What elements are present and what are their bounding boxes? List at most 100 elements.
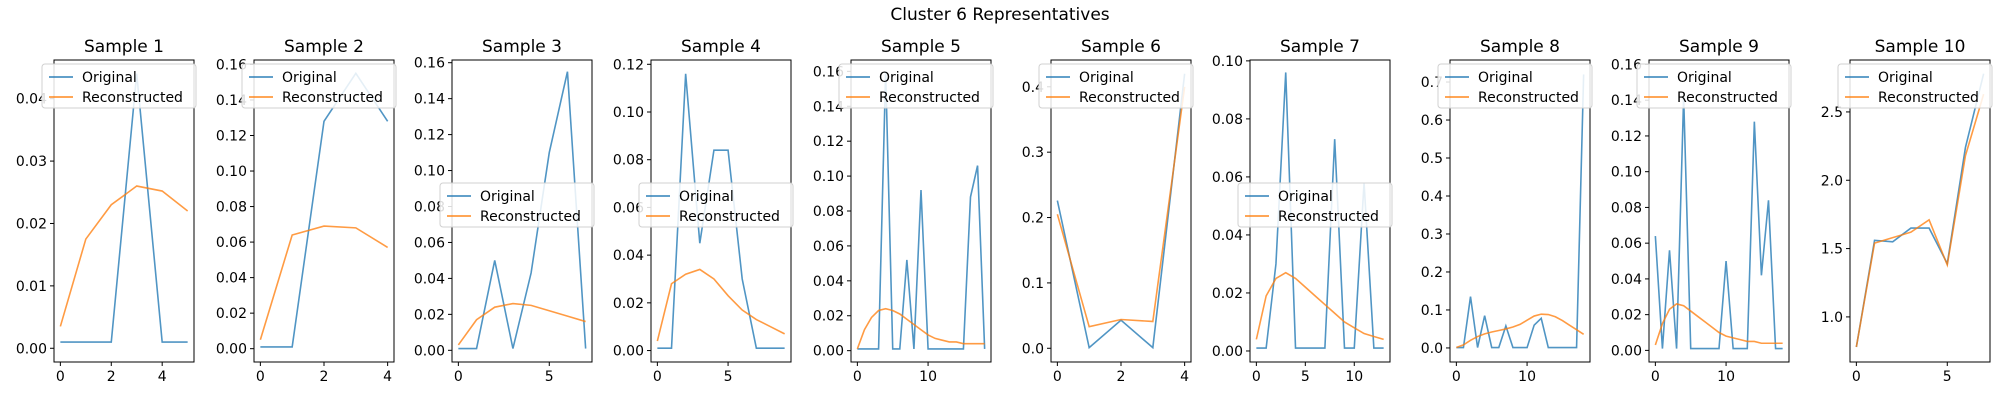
y-tick-label: 0.16: [216, 57, 247, 73]
y-tick-label: 0.04: [613, 248, 644, 264]
y-tick-label: 1.0: [1821, 310, 1843, 326]
y-tick-label: 0.02: [216, 306, 247, 322]
legend-label-original: Original: [1878, 70, 1933, 86]
subplot-title: Sample 3: [482, 37, 562, 57]
y-tick-label: 0.00: [414, 343, 445, 359]
y-tick-label: 0.2: [1421, 265, 1443, 281]
y-tick-label: 0.00: [613, 344, 644, 360]
legend-label-reconstructed: Reconstructed: [480, 209, 581, 225]
y-tick-label: 0.08: [613, 153, 644, 169]
x-tick-label: 0: [454, 369, 463, 385]
x-tick-label: 0: [256, 369, 265, 385]
y-tick-label: 0.00: [1212, 344, 1243, 360]
y-tick-label: 0.06: [613, 200, 644, 216]
y-tick-label: 0.02: [16, 216, 47, 232]
subplot-title: Sample 4: [681, 37, 761, 57]
subplot-grid: Sample 10 2 40.000.010.020.030.04OriginalR…: [16, 37, 1993, 385]
series-line-original: [1654, 96, 1783, 350]
y-tick-label: 0.06: [414, 235, 445, 251]
y-tick-label: 0.12: [813, 134, 844, 150]
legend: Original Reconstructed: [439, 182, 595, 228]
series-line-reconstructed: [457, 302, 586, 346]
y-tick-label: 0.5: [1421, 151, 1443, 167]
y-tick-label: 0.00: [16, 341, 47, 357]
legend: Original Reconstructed: [1636, 63, 1792, 109]
legend: Original Reconstructed: [1837, 63, 1993, 109]
legend-label-reconstructed: Reconstructed: [282, 90, 383, 106]
legend-label-original: Original: [480, 189, 535, 205]
series-line-reconstructed: [1456, 313, 1585, 349]
legend-label-original: Original: [282, 70, 337, 86]
axes-frame: [1849, 59, 1991, 363]
legend-label-reconstructed: Reconstructed: [1677, 90, 1778, 106]
y-tick-label: 0.06: [813, 239, 844, 255]
series-line-reconstructed: [259, 225, 389, 341]
y-tick-label: 0.02: [1212, 286, 1243, 302]
y-tick-label: 0.08: [813, 204, 844, 220]
series-line-reconstructed: [59, 185, 189, 327]
x-tick-label: 0: [653, 369, 662, 385]
y-tick-label: 0.00: [216, 342, 247, 358]
x-tick-label: 5: [1943, 369, 1952, 385]
legend-label-reconstructed: Reconstructed: [1478, 90, 1579, 106]
y-tick-label: 0.02: [1611, 308, 1642, 324]
legend-box: [241, 63, 397, 109]
legend-box: [1636, 63, 1792, 109]
y-tick-label: 0.3: [1421, 227, 1443, 243]
legend-label-reconstructed: Reconstructed: [82, 90, 183, 106]
y-tick-label: 0.1: [1022, 276, 1044, 292]
y-tick-label: 0.04: [1611, 272, 1642, 288]
y-tick-label: 0.01: [16, 279, 47, 295]
legend-label-reconstructed: Reconstructed: [879, 90, 980, 106]
legend-label-reconstructed: Reconstructed: [1079, 90, 1180, 106]
y-tick-label: 0.4: [1421, 189, 1443, 205]
legend-box: [41, 63, 197, 109]
y-tick-label: 2.0: [1821, 173, 1843, 189]
x-tick-label: 0: [56, 369, 65, 385]
legend-label-original: Original: [1677, 70, 1732, 86]
subplot-title: Sample 2: [284, 37, 364, 57]
series-line-original: [60, 73, 188, 343]
x-tick-label: 5: [724, 369, 733, 385]
y-tick-label: 0.7: [1421, 75, 1443, 91]
x-tick-label: 0: [1852, 369, 1861, 385]
y-tick-label: 0.16: [1611, 57, 1642, 73]
subplot-title: Sample 10: [1875, 37, 1966, 57]
legend-label-original: Original: [1079, 70, 1134, 86]
legend-box: [638, 182, 794, 228]
legend-label-original: Original: [82, 70, 137, 86]
y-tick-label: 0.14: [813, 99, 844, 115]
subplot-sample-7: Sample 7 0 5 10 0.00 0.02 0.04 0.06 0.08 0.10 Orig…: [1212, 37, 1393, 385]
y-tick-label: 0.06: [216, 235, 247, 251]
y-tick-label: 0.1: [1421, 303, 1443, 319]
series-line-original: [857, 71, 986, 350]
legend: Original Reconstructed: [241, 63, 397, 109]
y-tick-label: 0.14: [414, 92, 445, 108]
y-tick-label: 0.10: [613, 105, 644, 121]
series-line-reconstructed: [656, 268, 786, 342]
figure-suptitle: Cluster 6 Representatives: [890, 5, 1109, 25]
y-tick-label: 0.0: [1421, 341, 1443, 357]
y-tick-label: 0.10: [216, 164, 247, 180]
series-line-reconstructed: [1255, 271, 1384, 341]
subplot-title: Sample 5: [881, 37, 961, 57]
y-tick-label: 1.5: [1821, 242, 1843, 258]
subplot-title: Sample 9: [1679, 37, 1759, 57]
y-tick-label: 0.6: [1421, 113, 1443, 129]
y-tick-label: 0.03: [16, 154, 47, 170]
legend-label-original: Original: [679, 189, 734, 205]
x-tick-label: 2: [320, 369, 329, 385]
x-tick-label: 0: [1452, 369, 1461, 385]
y-tick-label: 0.2: [1022, 211, 1044, 227]
y-tick-label: 0.06: [1212, 170, 1243, 186]
series-line-reconstructed: [856, 307, 985, 350]
y-tick-label: 0.0: [1022, 341, 1044, 357]
subplot-sample-4: Sample 4 0 5 0.00 0.02 0.04 0.06 0.08 0.10 0.12 Or…: [613, 37, 794, 385]
x-tick-label: 4: [158, 369, 167, 385]
y-tick-label: 0.00: [813, 344, 844, 360]
x-tick-label: 2: [1117, 369, 1126, 385]
y-tick-label: 0.10: [813, 169, 844, 185]
subplot-title: Sample 6: [1081, 37, 1161, 57]
y-tick-label: 0.08: [216, 200, 247, 216]
